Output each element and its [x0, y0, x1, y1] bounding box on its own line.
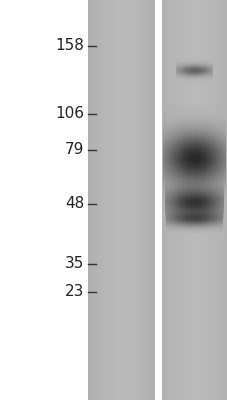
Text: 158: 158 [55, 38, 84, 54]
Text: 48: 48 [64, 196, 84, 212]
Text: 35: 35 [64, 256, 84, 272]
Text: 106: 106 [55, 106, 84, 122]
Text: 79: 79 [64, 142, 84, 158]
Text: 23: 23 [64, 284, 84, 300]
